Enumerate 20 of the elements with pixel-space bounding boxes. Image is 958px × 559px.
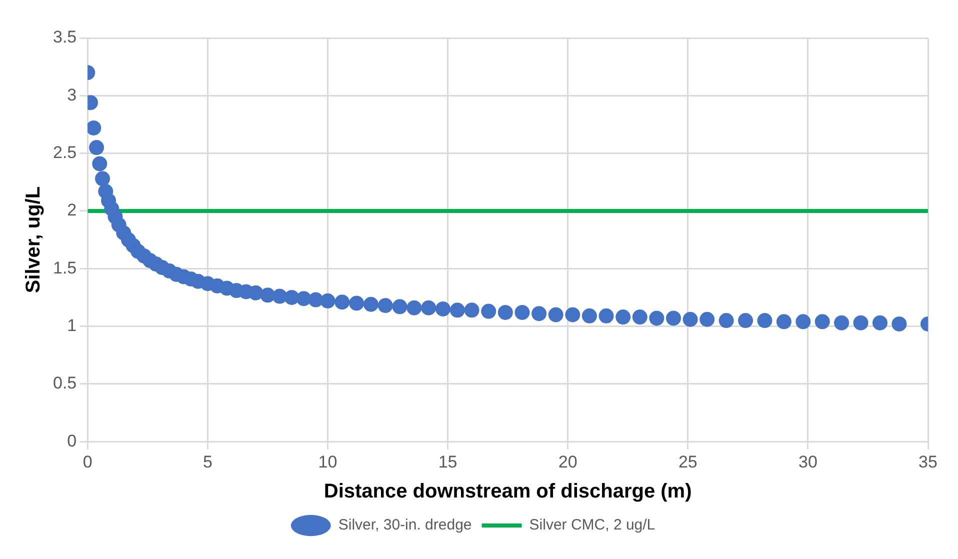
y-tick-label: 1.5 [52, 258, 77, 278]
y-tick-label: 3.5 [52, 28, 77, 47]
x-tick-label: 0 [82, 452, 92, 472]
legend-label: Silver, 30-in. dredge [338, 516, 472, 534]
y-tick-label: 2 [67, 200, 77, 220]
x-tick-label: 10 [318, 452, 338, 472]
x-tick-label: 25 [678, 452, 698, 472]
x-tick-label: 35 [918, 452, 938, 472]
legend-label: Silver CMC, 2 ug/L [529, 516, 656, 534]
y-tick-label: 0.5 [52, 374, 77, 393]
x-axis-title: Distance downstream of discharge (m) [324, 480, 692, 503]
x-tick-label: 30 [798, 452, 818, 472]
y-tick-label: 0 [67, 431, 77, 450]
y-axis-title: Silver, ug/L [22, 186, 45, 294]
y-tick-label: 3 [67, 85, 77, 104]
x-tick-label: 15 [438, 452, 458, 472]
y-tick-label: 1 [67, 316, 77, 335]
x-tick-label: 20 [558, 452, 578, 472]
y-tick-label: 2.5 [52, 143, 77, 162]
x-tick-label: 5 [202, 452, 212, 472]
